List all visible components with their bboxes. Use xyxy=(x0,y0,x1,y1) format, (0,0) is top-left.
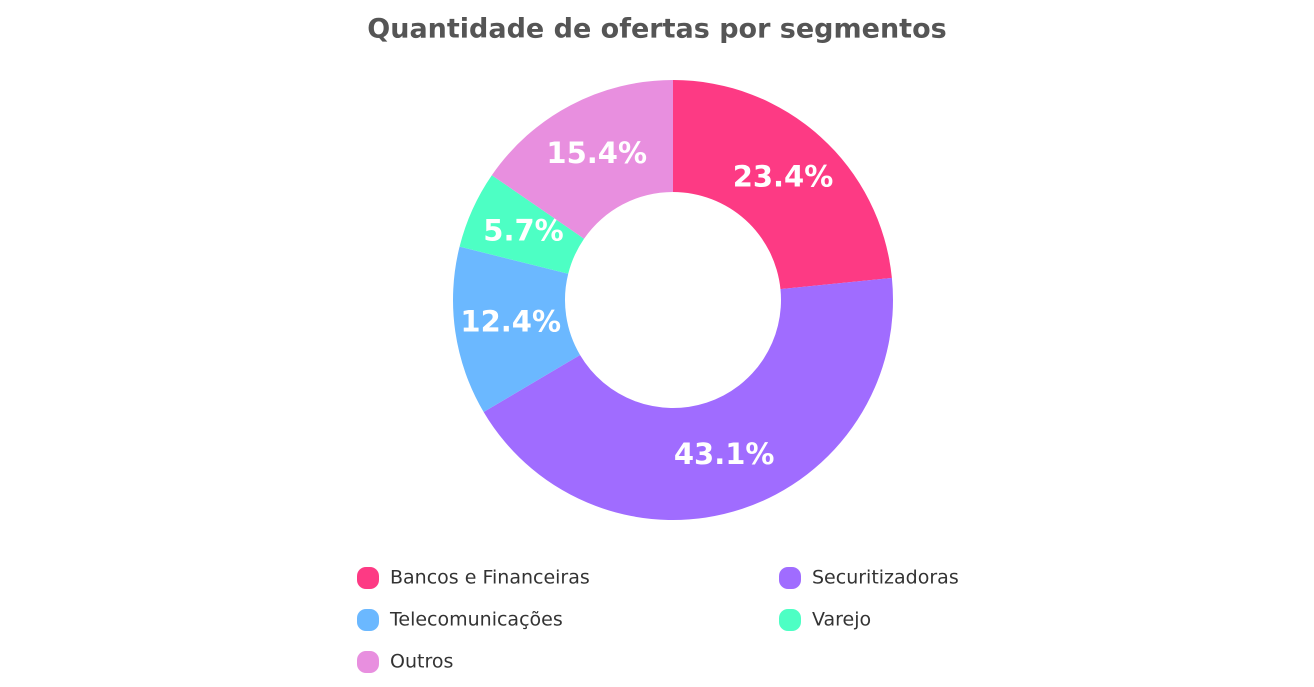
donut-slice xyxy=(453,246,581,412)
value-label: 15.4% xyxy=(546,136,647,170)
legend-swatch xyxy=(357,567,379,589)
value-label: 23.4% xyxy=(733,159,834,193)
donut-slice xyxy=(673,80,892,290)
value-label: 43.1% xyxy=(674,437,775,471)
legend-label: Telecomunicações xyxy=(389,609,563,631)
legend-swatch xyxy=(357,651,379,673)
legend-label: Outros xyxy=(390,651,453,673)
legend-label: Securitizadoras xyxy=(812,567,959,589)
value-label: 12.4% xyxy=(460,305,561,339)
legend-swatch xyxy=(779,567,801,589)
legend-label: Varejo xyxy=(812,609,871,631)
donut-slice xyxy=(491,80,673,239)
donut-slice xyxy=(483,277,894,520)
legend-label: Bancos e Financeiras xyxy=(390,567,590,589)
legend-swatch xyxy=(779,609,801,631)
value-label: 5.7% xyxy=(483,214,563,248)
chart-title: Quantidade de ofertas por segmentos xyxy=(367,14,946,45)
donut-slice xyxy=(459,175,585,274)
legend-swatch xyxy=(357,609,379,631)
